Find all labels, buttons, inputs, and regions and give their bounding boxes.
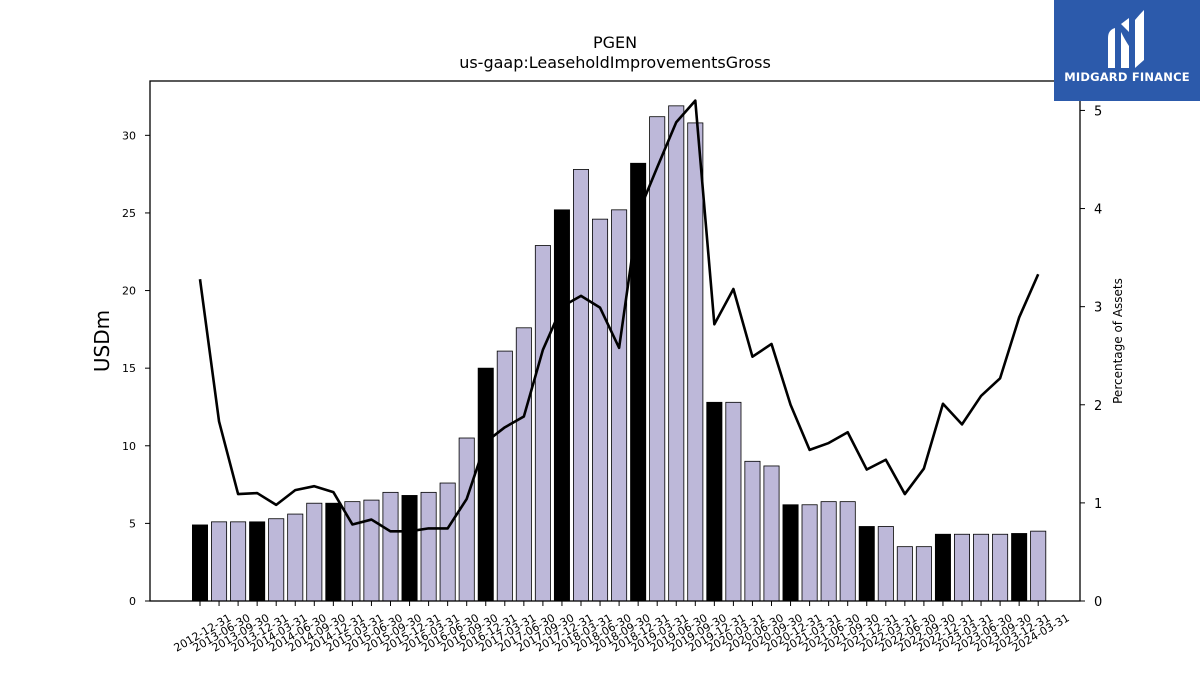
bar [211, 521, 228, 602]
bar [287, 513, 304, 602]
logo-name: MIDGARD FINANCE [1064, 70, 1190, 84]
bar [534, 245, 551, 602]
bar [592, 218, 609, 602]
bar-series [191, 105, 1047, 602]
bar [306, 502, 323, 602]
bar [630, 162, 647, 602]
bar [649, 116, 666, 602]
bar [325, 502, 342, 602]
percentage-line [198, 99, 1040, 533]
line-series [198, 99, 1040, 533]
right-axis: 0 1 2 3 4 5 [1080, 104, 1102, 610]
bar [553, 209, 570, 602]
bar [801, 504, 818, 602]
bar [839, 501, 856, 602]
bar [249, 521, 266, 602]
bar [744, 460, 761, 602]
y-tick-label: 20 [122, 285, 136, 298]
x-axis: 2012-12-312013-06-302013-09-302013-12-31… [172, 601, 1072, 655]
bar [934, 533, 951, 602]
bar [363, 499, 380, 602]
bar [458, 437, 475, 602]
left-axis: 0 5 10 15 20 25 30 [122, 129, 150, 608]
bar [439, 482, 456, 602]
y2-tick-label: 2 [1094, 399, 1102, 414]
bar [915, 546, 932, 602]
bar [896, 546, 913, 602]
bar [573, 169, 590, 602]
bar [477, 367, 494, 602]
bar [496, 350, 513, 602]
bar [401, 495, 418, 602]
bar [420, 491, 437, 602]
y-tick-label: 25 [122, 207, 136, 220]
y-tick-label: 15 [122, 362, 136, 375]
bar [1011, 533, 1028, 602]
y-tick-label: 10 [122, 440, 136, 453]
chart-subtitle: us-gaap:LeaseholdImprovementsGross [459, 53, 771, 72]
bar [515, 327, 532, 602]
bar [763, 465, 780, 602]
chart-title: PGEN [593, 33, 637, 52]
logo-mark-icon [1108, 10, 1144, 68]
bar [191, 524, 208, 602]
plot-frame [149, 80, 1081, 602]
y2-tick-label: 0 [1094, 595, 1102, 610]
bar [268, 518, 285, 602]
y2-axis-label: Percentage of Assets [1111, 278, 1125, 404]
bar [954, 533, 971, 602]
y-tick-label: 30 [122, 129, 136, 142]
midgard-finance-logo: MIDGARD FINANCE [1054, 0, 1200, 101]
bar [725, 401, 742, 602]
y2-tick-label: 5 [1094, 104, 1102, 119]
bar [230, 521, 247, 602]
bar [687, 122, 704, 602]
bar [668, 105, 685, 602]
bar [820, 501, 837, 602]
bar [858, 526, 875, 602]
y2-tick-label: 1 [1094, 497, 1102, 512]
bar [1030, 530, 1047, 602]
y-tick-label: 0 [129, 595, 136, 608]
bar [973, 533, 990, 602]
bar [992, 533, 1009, 602]
y2-tick-label: 3 [1094, 301, 1102, 316]
y-axis-label: USDm [90, 310, 114, 372]
y-tick-label: 5 [129, 517, 136, 530]
bar [611, 209, 628, 602]
bar [877, 526, 894, 602]
y2-tick-label: 4 [1094, 203, 1102, 218]
bar [782, 504, 799, 602]
bar [706, 401, 723, 602]
bar [382, 491, 399, 602]
